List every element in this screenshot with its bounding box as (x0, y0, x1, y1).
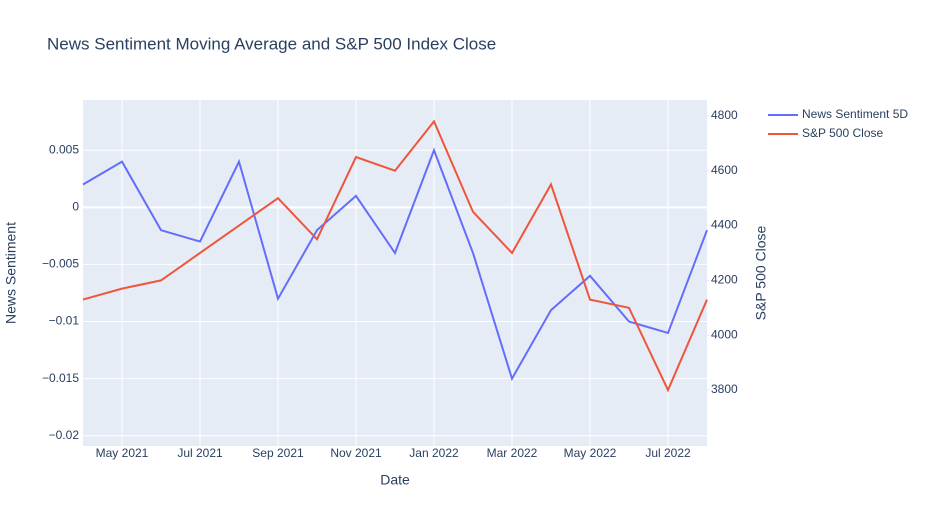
series-line (82, 147, 708, 382)
series-line (82, 119, 708, 393)
y-axis-title: News Sentiment (3, 222, 19, 324)
x-tick-label: May 2022 (564, 446, 617, 460)
y2-tick-label: 4000 (711, 327, 738, 341)
y2-axis-title: S&P 500 Close (753, 225, 769, 320)
y2-tick-label: 3800 (711, 382, 738, 396)
x-tick-label: Nov 2021 (330, 446, 382, 460)
y-tick-label: −0.005 (42, 257, 79, 271)
x-tick-label: Jul 2021 (177, 446, 223, 460)
legend-label: News Sentiment 5D (802, 107, 908, 121)
y2-tick-label: 4400 (711, 218, 738, 232)
y-tick-label: 0 (72, 200, 79, 214)
chart-title: News Sentiment Moving Average and S&P 50… (47, 34, 496, 53)
y-tick-label: −0.01 (49, 314, 80, 328)
y2-tick-label: 4600 (711, 163, 738, 177)
x-tick-label: Jul 2022 (645, 446, 691, 460)
y-tick-label: −0.015 (42, 371, 79, 385)
y2-tick-label: 4200 (711, 273, 738, 287)
x-tick-label: May 2021 (96, 446, 149, 460)
x-tick-label: Jan 2022 (409, 446, 459, 460)
legend-label: S&P 500 Close (802, 126, 883, 140)
y-tick-label: −0.02 (49, 428, 80, 442)
x-tick-label: Sep 2021 (252, 446, 304, 460)
plot-area (83, 100, 707, 446)
y-tick-label: 0.005 (49, 142, 79, 156)
x-tick-label: Mar 2022 (487, 446, 538, 460)
y2-tick-label: 4800 (711, 108, 738, 122)
x-axis-title: Date (380, 472, 410, 488)
